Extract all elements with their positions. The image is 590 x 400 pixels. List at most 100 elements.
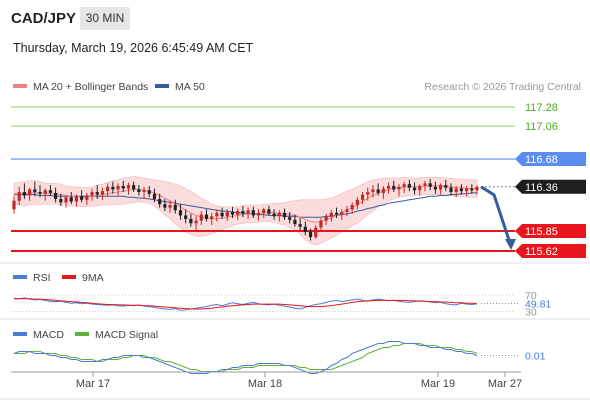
current-price-label: 116.36 — [525, 182, 558, 194]
candle-body — [277, 212, 281, 217]
candle-body — [137, 189, 141, 193]
candle-body — [28, 189, 32, 196]
candle-body — [407, 184, 411, 188]
candle-body — [111, 186, 115, 190]
candle-body — [80, 196, 84, 200]
ma20-legend-label: MA 20 + Bollinger Bands — [33, 81, 148, 93]
candle-body — [158, 198, 162, 205]
candle-body — [329, 212, 333, 217]
candle-body — [272, 213, 276, 217]
candle-body — [340, 211, 344, 215]
macd-legend-swatch — [13, 332, 27, 336]
candle-body — [298, 224, 302, 227]
candle-body — [464, 188, 469, 192]
candle-body — [194, 220, 198, 224]
rsi-ma-legend-swatch — [62, 275, 76, 279]
macd-legend-label: MACD — [33, 329, 64, 341]
forecast-arrow-line — [480, 185, 512, 244]
candle-body — [376, 189, 380, 193]
candle-body — [360, 194, 365, 200]
candle-body — [438, 185, 443, 190]
candle-body — [236, 211, 240, 215]
price-panel: 117.28 117.06 116.68 115.85 115.62 116.36 — [11, 102, 586, 258]
candle-body — [220, 212, 224, 217]
candle-body — [48, 190, 53, 193]
candle-body — [251, 210, 255, 216]
candle-body — [184, 215, 188, 219]
candle-body — [319, 220, 323, 228]
candle-body — [100, 191, 105, 195]
candle-body — [381, 188, 385, 193]
candle-body — [90, 192, 94, 196]
rsi-line — [13, 297, 478, 311]
chart-header: CAD/JPY 30 MIN Thursday, March 19, 2026 … — [0, 0, 590, 70]
candle-body — [178, 210, 183, 216]
candle-body — [163, 204, 167, 208]
rsi-tick-label: 30 — [525, 307, 537, 319]
x-tick-label: Mar 18 — [248, 378, 282, 390]
candle-body — [392, 185, 396, 190]
level-tag-pivot — [515, 152, 586, 167]
candle-body — [204, 214, 209, 219]
timeframe-button[interactable]: 30 MIN — [80, 7, 130, 30]
candle-body — [397, 186, 401, 190]
candle-body — [418, 185, 422, 191]
candle-body — [371, 189, 375, 193]
macd-line — [13, 341, 478, 374]
candle-body — [345, 209, 349, 212]
ma20-legend-swatch — [13, 84, 27, 88]
x-axis: Mar 17 Mar 18 Mar 19 Mar 27 — [76, 372, 522, 390]
candle-body — [95, 192, 99, 195]
candle-body — [199, 214, 203, 221]
rsi-current-value: 49.81 — [525, 298, 551, 310]
x-tick-label: Mar 27 — [488, 378, 522, 390]
rsi-tick-label: 70 — [525, 290, 537, 302]
candle-body — [189, 218, 193, 224]
level-label-support: 115.62 — [525, 246, 558, 258]
candle-body — [412, 187, 417, 191]
candle-body — [168, 205, 172, 208]
candle-body — [256, 212, 261, 216]
candle-body — [282, 212, 287, 218]
candle-body — [121, 185, 125, 189]
candle-body — [126, 185, 131, 189]
candle-body — [69, 197, 73, 202]
candle-body — [423, 183, 427, 186]
candle-body — [267, 209, 271, 214]
candle-body — [33, 189, 37, 193]
level-label-target: 117.06 — [525, 121, 558, 133]
candle-body — [54, 192, 58, 199]
level-tag-support — [515, 244, 586, 258]
current-price-tag — [515, 179, 586, 194]
candle-body — [12, 200, 16, 210]
macd-signal-legend-swatch — [75, 332, 89, 336]
rsi-legend-label: RSI — [33, 272, 51, 284]
candle-body — [308, 231, 313, 238]
candle-body — [288, 217, 292, 220]
x-tick-label: Mar 17 — [76, 378, 110, 390]
candle-body — [449, 187, 453, 193]
candle-body — [386, 185, 391, 189]
candle-body — [475, 186, 479, 191]
candle-body — [59, 198, 63, 203]
candle-body — [334, 212, 339, 215]
candle-body — [17, 192, 21, 201]
candle-body — [64, 197, 68, 203]
candle-body — [293, 219, 297, 225]
candle-body — [355, 199, 359, 206]
candle-body — [225, 211, 229, 217]
candle-body — [230, 211, 235, 215]
candle-body — [106, 186, 110, 192]
candle-body — [262, 209, 266, 213]
rsi-ma-legend-label: 9MA — [82, 272, 104, 284]
candle-body — [350, 205, 354, 210]
macd-signal-line — [14, 343, 478, 372]
candle-body — [433, 186, 437, 190]
candle-body — [444, 185, 448, 188]
candle-body — [147, 190, 151, 194]
candle-body — [470, 188, 474, 191]
rsi-legend-swatch — [13, 275, 27, 279]
level-label-target: 117.28 — [525, 102, 558, 114]
candle-body — [142, 190, 146, 193]
level-tag-support — [515, 224, 586, 239]
